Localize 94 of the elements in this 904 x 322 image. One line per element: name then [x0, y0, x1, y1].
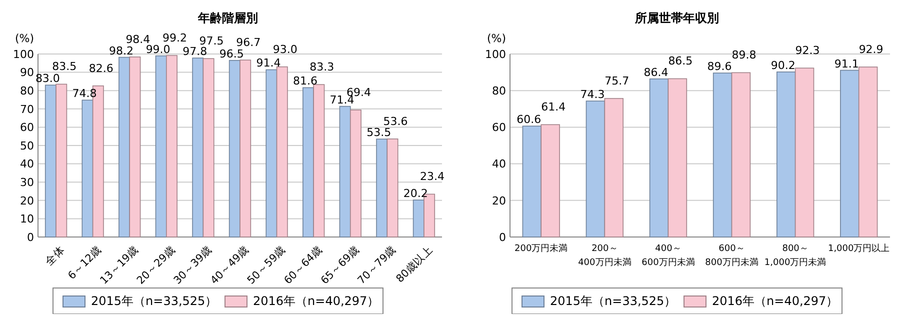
bar	[56, 84, 68, 238]
data-label: 75.7	[604, 74, 630, 88]
data-label: 93.0	[272, 42, 298, 56]
data-label: 53.5	[366, 126, 392, 140]
bar	[668, 78, 688, 238]
y-tick-label: 80	[492, 84, 506, 98]
data-label: 83.3	[310, 60, 334, 74]
data-label: 89.8	[732, 48, 756, 62]
data-label: 98.2	[109, 44, 134, 58]
data-label: 61.4	[541, 100, 566, 114]
y-tick-label: 20	[492, 194, 506, 208]
bar	[240, 60, 252, 238]
data-label: 74.3	[580, 88, 605, 102]
bar	[712, 72, 732, 238]
legend-label: 2016年（n=40,297）	[712, 294, 838, 308]
x-tick-label: 全体	[43, 244, 68, 268]
legend-label: 2016年（n=40,297）	[253, 294, 380, 308]
y-tick-label: 60	[20, 121, 34, 134]
x-tick-label: 200万円未満	[514, 243, 568, 254]
bar	[82, 100, 94, 238]
y-axis-title: (%)	[14, 32, 34, 45]
data-label: 74.8	[72, 87, 97, 100]
y-tick-label: 80	[20, 84, 34, 98]
data-label: 83.5	[52, 60, 77, 74]
data-label: 60.6	[516, 113, 542, 126]
bar	[313, 84, 325, 238]
bar	[350, 110, 362, 238]
bar	[649, 78, 669, 238]
data-label: 86.4	[644, 66, 668, 79]
data-label: 89.6	[707, 60, 732, 74]
y-tick-label: 100	[485, 48, 506, 61]
y-tick-label: 50	[20, 139, 34, 152]
bar	[155, 55, 167, 238]
data-label: 91.4	[256, 56, 281, 70]
bar	[540, 124, 560, 238]
y-tick-label: 60	[492, 121, 506, 134]
data-label: 96.5	[219, 47, 244, 60]
x-tick-label: 1,000万円以上	[828, 243, 890, 254]
data-label: 81.6	[293, 74, 318, 88]
data-label: 96.7	[236, 36, 261, 50]
x-tick-label: 600～800万円未満	[705, 244, 758, 268]
y-axis-title: (%)	[486, 32, 506, 45]
bar	[129, 56, 141, 238]
bar	[276, 66, 288, 238]
x-tick-label: 400～600万円未満	[642, 244, 695, 268]
data-label: 92.3	[795, 44, 820, 58]
data-label: 99.2	[162, 31, 187, 44]
data-label: 97.8	[182, 45, 208, 58]
bar	[412, 200, 424, 238]
legend-label: 2015年（n=33,525）	[550, 294, 676, 308]
data-label: 90.2	[770, 58, 796, 72]
y-tick-label: 0	[27, 230, 34, 244]
data-label: 53.6	[383, 114, 408, 128]
y-tick-label: 10	[20, 212, 34, 226]
bar	[386, 138, 398, 238]
data-label: 23.4	[420, 170, 445, 184]
y-tick-label: 20	[20, 194, 34, 208]
bar	[858, 66, 878, 238]
bar	[339, 106, 351, 238]
y-tick-label: 100	[13, 48, 34, 61]
bar	[794, 68, 814, 238]
bar	[376, 138, 388, 238]
data-label: 92.9	[858, 42, 884, 56]
y-tick-label: 40	[492, 158, 506, 171]
y-tick-label: 70	[20, 102, 34, 116]
bar	[118, 56, 130, 238]
x-tick-label: 200～400万円未満	[578, 244, 632, 268]
y-tick-label: 0	[499, 230, 506, 244]
bar	[731, 72, 751, 238]
data-label: 97.5	[199, 34, 224, 48]
bar	[228, 60, 240, 238]
bar	[302, 87, 314, 238]
bar	[266, 69, 278, 238]
y-tick-label: 90	[20, 66, 34, 80]
x-tick-label: 800～1,000万円未満	[764, 244, 826, 268]
y-tick-label: 40	[20, 158, 34, 171]
data-label: 82.6	[88, 62, 114, 75]
bar	[586, 100, 606, 238]
bar	[166, 55, 178, 238]
bar	[604, 98, 624, 238]
bar	[840, 70, 860, 238]
chart-title: 年齢階層別	[197, 11, 258, 25]
chart-title: 所属世帯年収別	[634, 11, 719, 25]
data-label: 86.5	[668, 54, 693, 68]
data-label: 83.0	[35, 72, 60, 86]
bar	[202, 58, 214, 238]
bar	[192, 58, 204, 238]
data-label: 20.2	[403, 187, 428, 200]
data-label: 91.1	[834, 57, 859, 70]
y-tick-label: 30	[20, 176, 34, 189]
bar	[776, 72, 796, 238]
bar	[522, 126, 542, 238]
legend-label: 2015年（n=33,525）	[91, 294, 218, 308]
bar	[44, 84, 56, 238]
